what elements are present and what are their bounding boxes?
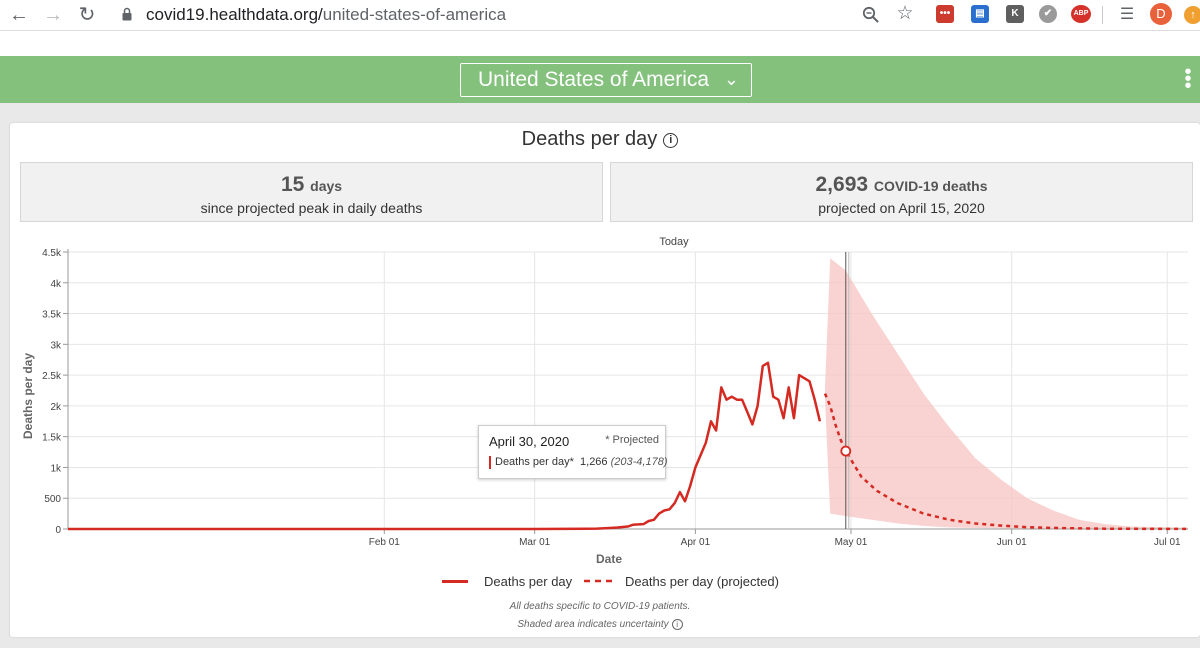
tooltip-value-line: Deaths per day* 1,266 (203-4,178) [495,456,667,468]
stat-peak-caption: projected on April 15, 2020 [818,200,985,216]
location-label: United States of America [478,68,710,91]
y-tick-label: 2k [50,402,62,413]
x-tick-label: Jul 01 [1154,537,1181,548]
extension-circle-icon[interactable]: ✔ [1039,5,1057,23]
stat-peak-deaths: 2,693 COVID-19 deaths projected on April… [610,162,1193,222]
extension-dots-icon[interactable]: ••• [936,5,954,23]
x-tick-label: Feb 01 [369,537,401,548]
footnote-uncertainty-text: Shaded area indicates uncertainty [517,619,669,630]
back-icon[interactable]: ← [9,4,29,26]
card-title-text: Deaths per day [521,128,658,150]
footnote-uncertainty: Shaded area indicates uncertainty i [0,619,1200,630]
x-tick-label: Mar 01 [519,537,551,548]
avatar[interactable]: D [1150,3,1172,25]
y-tick-label: 3k [50,340,62,351]
footnote-deaths: All deaths specific to COVID-19 patients… [509,601,691,612]
location-select[interactable]: United States of America ⌄ [460,63,752,97]
url-host: covid19.healthdata.org/ [146,5,323,24]
y-tick-label: 3.5k [42,310,62,321]
forward-icon[interactable]: → [43,4,63,26]
stat-peak-unit: COVID-19 deaths [873,178,988,194]
stat-days-value: 15 [280,173,305,196]
stat-days-caption: since projected peak in daily deaths [200,200,423,216]
address-bar[interactable] [108,0,928,30]
tooltip-date: April 30, 2020 [489,434,570,449]
info-icon[interactable]: i [663,133,679,148]
stat-days-since-peak: 15 days since projected peak in daily de… [20,162,603,222]
bookmark-star-icon[interactable]: ☆ [896,3,914,24]
more-menu-icon[interactable]: • • • [1184,61,1192,97]
chart-tooltip: April 30, 2020 * Projected Deaths per da… [478,425,667,479]
y-tick-label: 1k [50,463,62,474]
highlight-point [840,445,852,457]
tooltip-value: 1,266 [580,456,608,468]
y-tick-label: 4k [50,279,62,290]
reload-icon[interactable]: ↻ [78,4,96,26]
toolbar-divider [1102,6,1103,24]
stat-peak-value: 2,693 [815,173,869,196]
y-tick-label: 2.5k [42,371,62,382]
tooltip-series-name: Deaths per day* [495,456,574,468]
x-axis-title: Date [596,552,622,566]
lock-icon [122,7,132,21]
legend-projected-swatch [584,579,614,583]
tooltip-range: (203-4,178) [610,456,668,468]
y-tick-label: 0 [55,525,61,536]
y-tick-label: 4.5k [42,248,62,259]
today-label: Today [659,236,689,248]
y-tick-label: 500 [44,494,61,505]
browser-toolbar: ← → ↻ covid19.healthdata.org/united-stat… [0,0,1200,31]
tooltip-projected-mark: * Projected [605,434,659,446]
media-controls-icon[interactable]: ☰ [1119,6,1135,23]
y-axis-title: Deaths per day [21,353,35,439]
extension-adblock-icon[interactable]: ABP [1071,5,1091,23]
projected-deaths-line [823,393,1188,531]
tooltip-series-swatch [489,456,491,469]
page-top-strip [0,31,1200,56]
card-title: Deaths per day i [0,128,1200,151]
x-tick-label: Jun 01 [997,537,1027,548]
x-tick-label: May 01 [835,537,868,548]
stat-days-unit: days [310,178,343,194]
y-tick-label: 1.5k [42,433,62,444]
legend-actual-label[interactable]: Deaths per day [484,574,573,589]
x-tick-label: Apr 01 [681,537,711,548]
uncertainty-band [825,258,1188,529]
extension-k-icon[interactable]: K [1006,5,1024,23]
legend-actual-swatch [442,580,468,583]
actual-deaths-line [68,361,822,531]
url-path: united-states-of-america [322,5,507,24]
legend-projected-label[interactable]: Deaths per day (projected) [625,574,779,589]
extension-reader-icon[interactable]: ▤ [971,5,989,23]
zoom-icon[interactable] [862,6,880,24]
uncertainty-info-icon[interactable]: i [671,619,683,630]
update-icon[interactable]: ↑ [1184,6,1200,24]
chevron-down-icon: ⌄ [723,69,739,89]
url-text: covid19.healthdata.org/united-states-of-… [146,4,506,26]
